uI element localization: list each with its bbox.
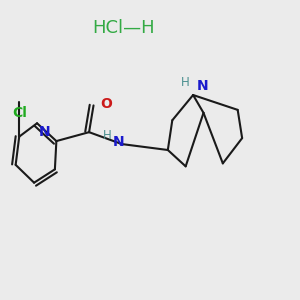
Text: N: N xyxy=(38,125,50,139)
Text: H: H xyxy=(181,76,190,89)
Text: N: N xyxy=(113,135,124,149)
Text: Cl: Cl xyxy=(12,106,27,120)
Text: N: N xyxy=(197,79,208,93)
Text: HCl—H: HCl—H xyxy=(92,19,154,37)
Text: O: O xyxy=(100,97,112,111)
Text: H: H xyxy=(103,129,111,142)
